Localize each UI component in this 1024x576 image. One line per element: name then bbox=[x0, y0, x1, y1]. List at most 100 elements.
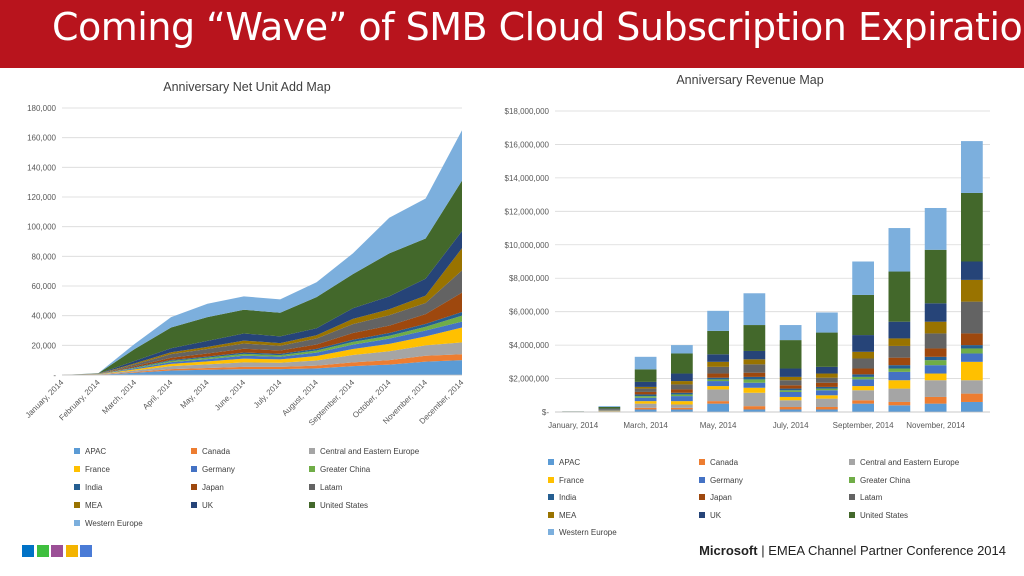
legend-label: Greater China bbox=[320, 465, 371, 474]
chart2-y-tick-label: $12,000,000 bbox=[505, 207, 550, 216]
chart1-x-tick-label: May, 2014 bbox=[179, 378, 212, 411]
chart2-bar-latam bbox=[961, 301, 983, 334]
chart2-bar-united-states bbox=[779, 340, 802, 369]
chart2-bar-apac bbox=[816, 409, 838, 412]
chart2-bar-germany bbox=[671, 396, 693, 402]
legend-item-japan: Japan bbox=[699, 492, 732, 504]
legend-label: Canada bbox=[202, 447, 231, 456]
chart2-x-tick-label: September, 2014 bbox=[833, 421, 894, 430]
chart2-bar-united-states bbox=[598, 406, 621, 409]
chart2-bar-united-states bbox=[852, 294, 874, 336]
legend-label: Japan bbox=[710, 493, 732, 502]
legend-item-latam: Latam bbox=[849, 492, 882, 504]
chart2-bar-latam bbox=[707, 366, 729, 374]
chart2-bar-japan bbox=[743, 372, 766, 377]
net-unit-add-area-chart: - 20,000 40,000 60,000 80,000 100,000 120,000 1… bbox=[24, 104, 466, 428]
chart2-bar-japan bbox=[634, 391, 657, 395]
legend-swatch bbox=[699, 511, 705, 518]
chart2-bar-japan bbox=[707, 373, 729, 378]
legend-label: India bbox=[559, 493, 577, 502]
chart2-bar-united-states bbox=[924, 249, 947, 304]
chart2-bar-apac bbox=[961, 401, 983, 412]
chart2-bar-france bbox=[961, 361, 983, 381]
chart2-bar-greater-china bbox=[743, 379, 766, 383]
chart2-bar-united-states bbox=[671, 353, 693, 374]
legend-swatch bbox=[548, 529, 554, 535]
chart2-bar-central-and-eastern-europe bbox=[924, 380, 947, 397]
chart2-bar-france bbox=[743, 387, 766, 393]
legend-item-india: India bbox=[548, 492, 576, 504]
legend-label: United States bbox=[320, 501, 369, 510]
legend-label: United States bbox=[860, 510, 909, 520]
chart2-bar-latam bbox=[924, 333, 947, 349]
footer-event: EMEA Channel Partner Conference 2014 bbox=[768, 543, 1006, 558]
legend-item-uk: UK bbox=[699, 510, 721, 522]
chart2-y-tick-label: $14,000,000 bbox=[505, 174, 550, 183]
chart2-bar-uk bbox=[816, 366, 838, 374]
legend-label: Latam bbox=[860, 493, 883, 502]
chart2-bar-western-europe bbox=[888, 228, 911, 272]
chart1-y-tick-label: 160,000 bbox=[27, 134, 56, 143]
legend-item-mea: MEA bbox=[548, 510, 576, 522]
legend-swatch bbox=[191, 466, 197, 472]
chart2-bar-france bbox=[707, 386, 729, 390]
legend-label: France bbox=[559, 475, 584, 485]
legend-label: Western Europe bbox=[85, 519, 143, 528]
chart2-bar-uk bbox=[671, 373, 693, 382]
legend-label: APAC bbox=[85, 447, 107, 456]
footer-square bbox=[65, 545, 78, 557]
legend-label: Canada bbox=[710, 458, 739, 467]
microsoft-logo-text: Microsoft bbox=[699, 543, 758, 558]
chart2-bar-uk bbox=[598, 408, 621, 410]
chart2-bar-japan bbox=[779, 385, 802, 389]
chart1-area-canada bbox=[62, 354, 462, 375]
legend-swatch bbox=[309, 448, 315, 454]
chart2-bar-western-europe bbox=[924, 207, 947, 250]
legend-label: Central and Eastern Europe bbox=[860, 458, 960, 467]
legend-label: UK bbox=[710, 510, 722, 520]
chart2-bar-france bbox=[852, 386, 874, 391]
chart2-bar-greater-china bbox=[671, 394, 693, 397]
chart2-bar-germany bbox=[634, 397, 657, 402]
chart2-bar-canada bbox=[634, 407, 657, 410]
chart2-bar-united-states bbox=[888, 271, 911, 322]
chart2-bar-greater-china bbox=[707, 379, 729, 382]
chart2-bar-united-states bbox=[743, 325, 766, 351]
chart2-bar-apac bbox=[888, 405, 911, 412]
chart1-area-japan bbox=[62, 292, 462, 375]
chart2-bar-uk bbox=[888, 321, 911, 339]
legend-item-germany: Germany bbox=[699, 475, 743, 487]
chart2-bar-canada bbox=[852, 400, 874, 404]
chart2-bar-mea bbox=[779, 376, 802, 381]
chart1-y-tick-label: 80,000 bbox=[32, 252, 57, 261]
chart2-bar-uk bbox=[852, 335, 874, 352]
footer-square bbox=[36, 545, 49, 557]
chart2-bar-france bbox=[888, 380, 911, 389]
legend-item-apac: APAC bbox=[548, 457, 580, 469]
legend-swatch bbox=[74, 484, 80, 490]
chart2-bar-central-and-eastern-europe bbox=[707, 389, 729, 402]
legend-label: Germany bbox=[202, 465, 235, 474]
legend-item-india: India bbox=[74, 482, 102, 494]
legend-swatch bbox=[74, 466, 80, 472]
chart2-bar-mea bbox=[671, 381, 693, 385]
legend-swatch bbox=[309, 484, 315, 490]
chart2-bar-latam bbox=[671, 384, 693, 390]
chart2-bar-germany bbox=[743, 382, 766, 388]
chart1-area-france bbox=[62, 327, 462, 375]
chart2-bar-canada bbox=[779, 406, 802, 410]
revenue-stacked-bar-chart: $- $2,000,000 $4,000,000 $6,000,000 $8,000,0… bbox=[505, 107, 990, 430]
chart2-y-tick-label: $16,000,000 bbox=[505, 140, 550, 149]
chart2-bar-canada bbox=[961, 393, 983, 402]
chart2-bar-india bbox=[634, 394, 657, 397]
chart2-bar-france bbox=[816, 395, 838, 399]
chart2-bar-mea bbox=[816, 373, 838, 378]
chart2-bar-germany bbox=[888, 371, 911, 381]
chart2-bar-france bbox=[634, 401, 657, 404]
chart2-x-tick-label: January, 2014 bbox=[548, 421, 599, 430]
chart2-bar-uk bbox=[961, 261, 983, 280]
legend-item-greater-china: Greater China bbox=[849, 475, 910, 487]
legend-swatch bbox=[699, 459, 705, 465]
chart2-bar-western-europe bbox=[671, 345, 693, 354]
chart2-bar-canada bbox=[924, 396, 947, 404]
